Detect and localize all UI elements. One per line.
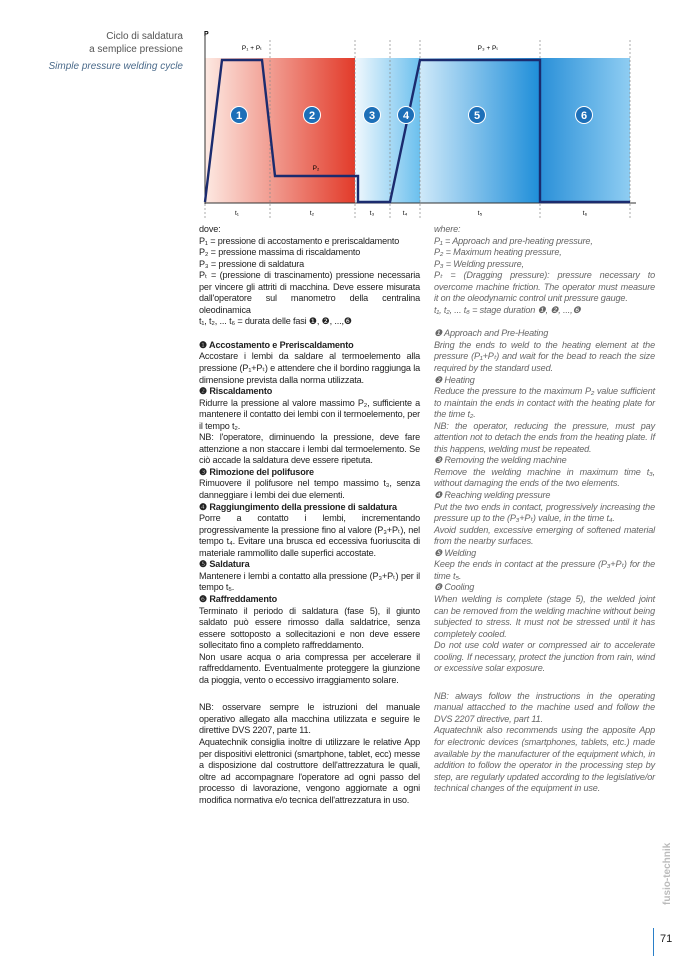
duration-label: t₃ bbox=[370, 210, 375, 217]
section-heading: ❸ Rimozione del polifusore bbox=[199, 466, 314, 477]
intro-line: P₂ = Maximum heating pressure, bbox=[434, 247, 562, 258]
diagram: P P₁ + Pₜ P₃ + Pₜ P₂ 1 2 3 4 5 6 t₁ t₂ t₃ t₄ t₅ t₆ bbox=[203, 31, 636, 218]
section-heading: ❹ Reaching welding pressure bbox=[434, 490, 551, 501]
title-it: a semplice pressione bbox=[89, 44, 183, 55]
section-heading: ❻ Cooling bbox=[434, 582, 475, 593]
section-text: NB: l'operatore, diminuendo la pressione… bbox=[199, 432, 420, 466]
section-heading: ❶ Accostamento e Preriscaldamento bbox=[199, 339, 354, 350]
intro-line: t₁, t₂, ... t₆ = stage duration ❶, ❷, ..… bbox=[434, 304, 581, 315]
phase-number: 4 bbox=[403, 110, 410, 122]
page-number: 71 bbox=[660, 933, 673, 945]
title-it: Ciclo di saldatura bbox=[106, 31, 183, 42]
section-text: Put the two ends in contact, progressive… bbox=[434, 501, 655, 524]
section-text: Accostare i lembi da saldare al termoele… bbox=[199, 351, 420, 385]
column-it: dove: P₁ = pressione di accostamento e pr… bbox=[199, 224, 420, 806]
duration-label: t₆ bbox=[583, 210, 588, 217]
section-text: Ridurre la pressione al valore massimo P… bbox=[199, 397, 420, 431]
note: NB: always follow the instructions in th… bbox=[434, 690, 655, 724]
intro-line: P₁ = pressione di accostamento e prerisc… bbox=[199, 235, 400, 246]
intro-line: dove: bbox=[199, 224, 221, 234]
section-text: NB: the operator, reducing the pressure,… bbox=[434, 420, 655, 454]
phase-number: 2 bbox=[309, 110, 315, 122]
note: Aquatechnik consiglia inoltre di utilizz… bbox=[199, 736, 420, 805]
note: NB: osservare sempre le istruzioni del m… bbox=[199, 702, 420, 736]
section-text: Porre a contatto i lembi, incrementando … bbox=[199, 513, 420, 558]
section-heading: ❸ Removing the welding machine bbox=[434, 455, 567, 466]
intro-line: Pₜ = (pressione di trascinamento) pressi… bbox=[199, 270, 420, 315]
phase-badge bbox=[303, 106, 321, 124]
section-text: Non usare acqua o aria compressa per acc… bbox=[199, 651, 420, 685]
section-heading: ❷ Heating bbox=[434, 374, 475, 385]
section-text: Reduce the pressure to the maximum P₂ va… bbox=[434, 386, 655, 420]
section-text: Keep the ends in contact at the pressure… bbox=[434, 559, 655, 581]
section-text: When welding is complete (stage 5), the … bbox=[434, 593, 655, 639]
duration-label: t₂ bbox=[310, 210, 315, 217]
section-text: Remove the welding machine in maximum ti… bbox=[434, 466, 655, 489]
section-heading: ❺ Saldatura bbox=[199, 559, 250, 570]
separator bbox=[653, 928, 654, 956]
section-text: Rimuovere il polifusore nel tempo massim… bbox=[199, 478, 420, 501]
section-heading: ❻ Raffreddamento bbox=[199, 593, 278, 604]
section-heading: ❶ Approach and Pre-Heating bbox=[434, 328, 549, 339]
note: Aquatechnik also recommends using the ap… bbox=[434, 725, 655, 794]
phase-number: 6 bbox=[581, 110, 587, 122]
phase-number: 1 bbox=[236, 110, 242, 122]
intro-line: Pₜ = (Dragging pressure): pressure neces… bbox=[434, 270, 655, 304]
axis-label: P bbox=[204, 31, 209, 38]
phase-badge bbox=[575, 106, 593, 124]
phase-number: 3 bbox=[369, 110, 375, 122]
intro-line: P₁ = Approach and pre-heating pressure, bbox=[434, 235, 593, 246]
title-en: Simple pressure welding cycle bbox=[48, 61, 183, 72]
phase-number: 5 bbox=[474, 110, 480, 122]
column-en: where: P₁ = Approach and pre-heating pres… bbox=[434, 224, 655, 795]
phase-badge bbox=[363, 106, 381, 124]
section-text: Mantenere i lembi a contatto alla pressi… bbox=[199, 570, 420, 593]
section-heading: ❺ Welding bbox=[434, 547, 477, 558]
pressure-label: P₁ + Pₜ bbox=[242, 45, 262, 52]
section-text: Do not use cold water or compressed air … bbox=[434, 640, 655, 674]
section-heading: ❷ Riscaldamento bbox=[199, 386, 273, 397]
section-text: Avoid sudden, excessive emerging of soft… bbox=[434, 524, 655, 547]
duration-label: t₄ bbox=[403, 210, 408, 217]
duration-label: t₅ bbox=[478, 210, 483, 217]
phase-badge bbox=[230, 106, 248, 124]
section-text: Terminato il periodo di saldatura (fase … bbox=[199, 605, 420, 651]
duration-label: t₁ bbox=[235, 210, 240, 217]
intro-line: t₁, t₂, ... t₆ = durata delle fasi ❶, ❷,… bbox=[199, 316, 352, 327]
pressure-label: P₂ bbox=[313, 165, 320, 172]
intro-line: P₃ = Welding pressure, bbox=[434, 258, 524, 269]
brand: fusio-technik bbox=[662, 842, 673, 905]
section-text: Bring the ends to weld to the heating el… bbox=[434, 339, 655, 374]
section-heading: ❹ Raggiungimento della pressione di sald… bbox=[199, 501, 397, 512]
phase-badge bbox=[468, 106, 486, 124]
intro-line: P₂ = pressione massima di riscaldamento bbox=[199, 247, 361, 258]
intro-line: P₃ = pressione di saldatura bbox=[199, 258, 305, 269]
phase-badge bbox=[397, 106, 415, 124]
intro-line: where: bbox=[434, 224, 461, 234]
pressure-label: P₃ + Pₜ bbox=[478, 45, 499, 52]
